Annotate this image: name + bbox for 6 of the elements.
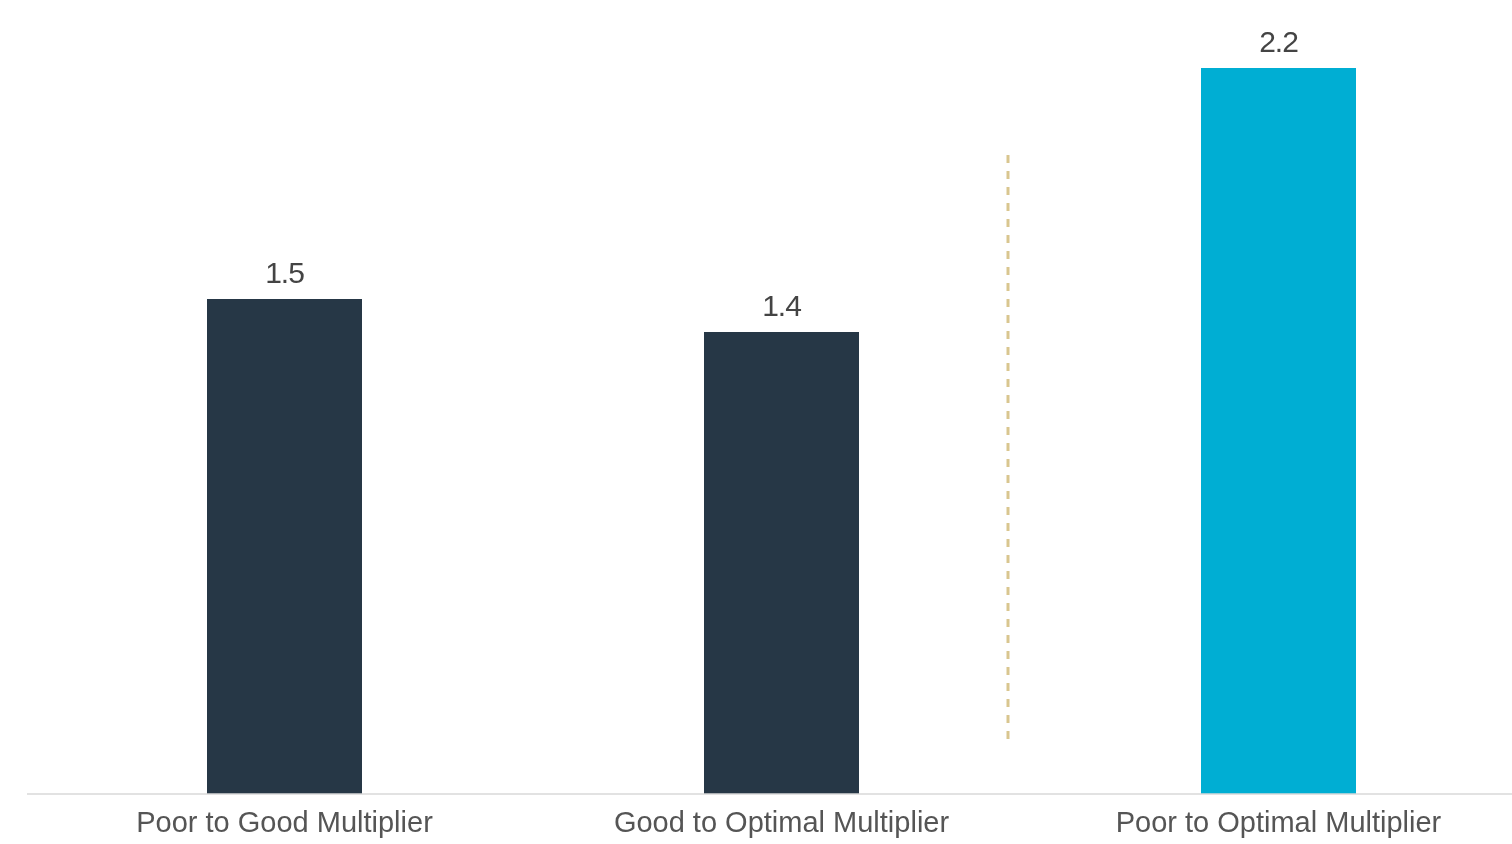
data-label: 1.5 <box>265 256 305 289</box>
x-tick-label: Good to Optimal Multiplier <box>613 806 950 838</box>
x-tick-label: Poor to Optimal Multiplier <box>1115 806 1442 838</box>
data-label: 1.4 <box>762 289 802 322</box>
data-label: 2.2 <box>1259 25 1299 58</box>
x-tick-label: Poor to Good Multiplier <box>136 806 434 838</box>
